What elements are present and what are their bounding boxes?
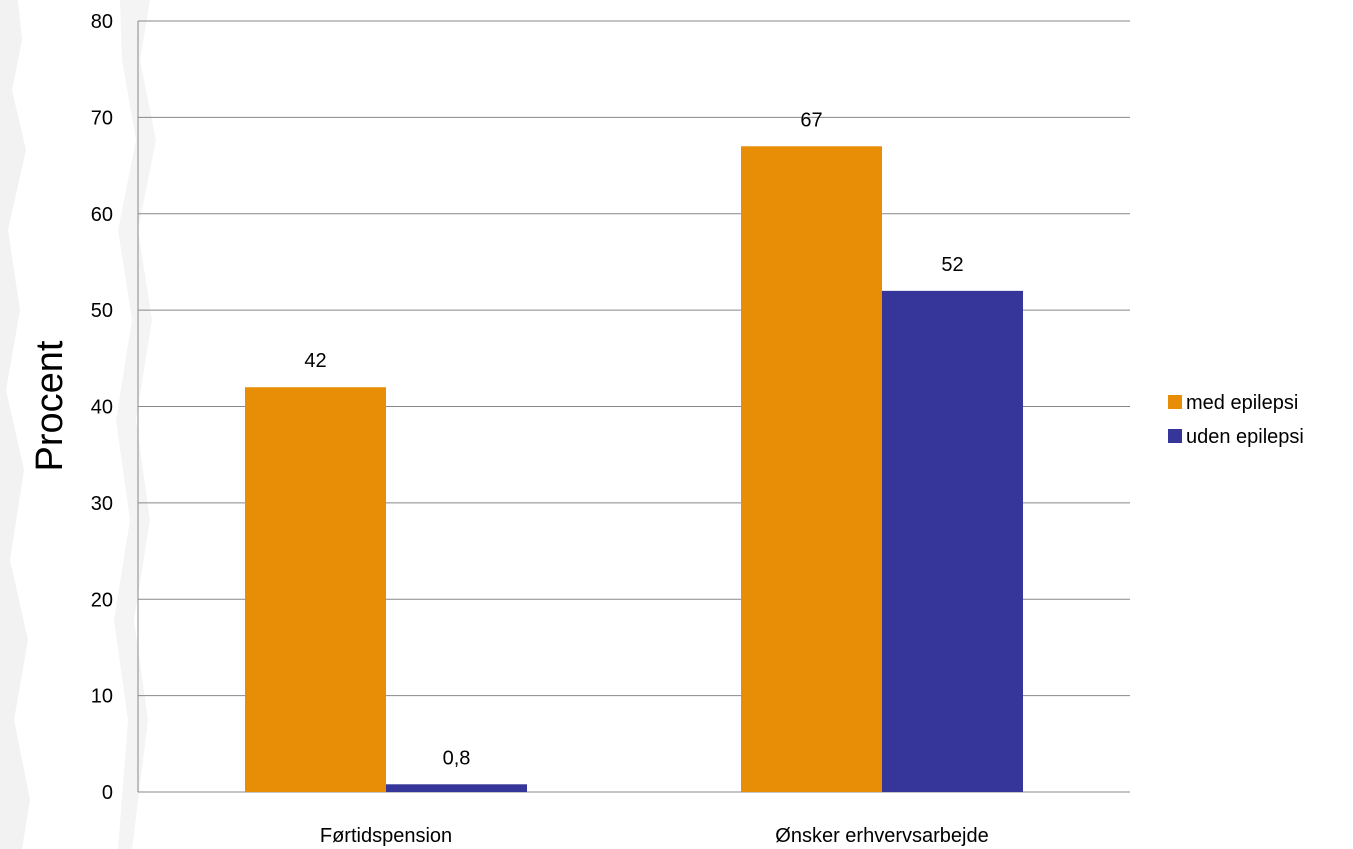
legend-label: med epilepsi — [1186, 392, 1298, 414]
data-label: 42 — [304, 350, 326, 372]
y-tick-label: 0 — [102, 782, 113, 804]
legend-label: uden epilepsi — [1186, 426, 1304, 448]
x-category-label: Førtidspension — [320, 825, 452, 847]
y-tick-label: 20 — [91, 589, 113, 611]
y-tick-label: 40 — [91, 397, 113, 419]
y-axis-ticks: 0 10 20 30 40 50 60 70 80 — [91, 11, 113, 804]
bar-uden-epilepsi — [882, 290, 1023, 792]
legend: med epilepsi uden epilepsi — [1168, 392, 1304, 448]
data-labels: 42 0,8 67 52 — [304, 109, 963, 769]
x-category-label: Ønsker erhvervsarbejde — [775, 825, 988, 847]
y-tick-label: 70 — [91, 107, 113, 129]
y-tick-label: 60 — [91, 204, 113, 226]
y-tick-label: 10 — [91, 686, 113, 708]
y-tick-label: 50 — [91, 300, 113, 322]
data-label: 52 — [941, 254, 963, 276]
bar-med-epilepsi — [741, 146, 882, 793]
data-label: 0,8 — [443, 747, 471, 769]
bars — [245, 146, 1023, 793]
bar-med-epilepsi — [245, 387, 386, 792]
x-axis-categories: Førtidspension Ønsker erhvervsarbejde — [320, 825, 989, 847]
y-axis-label: Procent — [29, 340, 71, 471]
y-tick-label: 80 — [91, 11, 113, 33]
bar-uden-epilepsi — [386, 784, 527, 792]
data-label: 67 — [800, 109, 822, 131]
legend-swatch — [1168, 429, 1182, 443]
y-tick-label: 30 — [91, 493, 113, 515]
legend-swatch — [1168, 395, 1182, 409]
